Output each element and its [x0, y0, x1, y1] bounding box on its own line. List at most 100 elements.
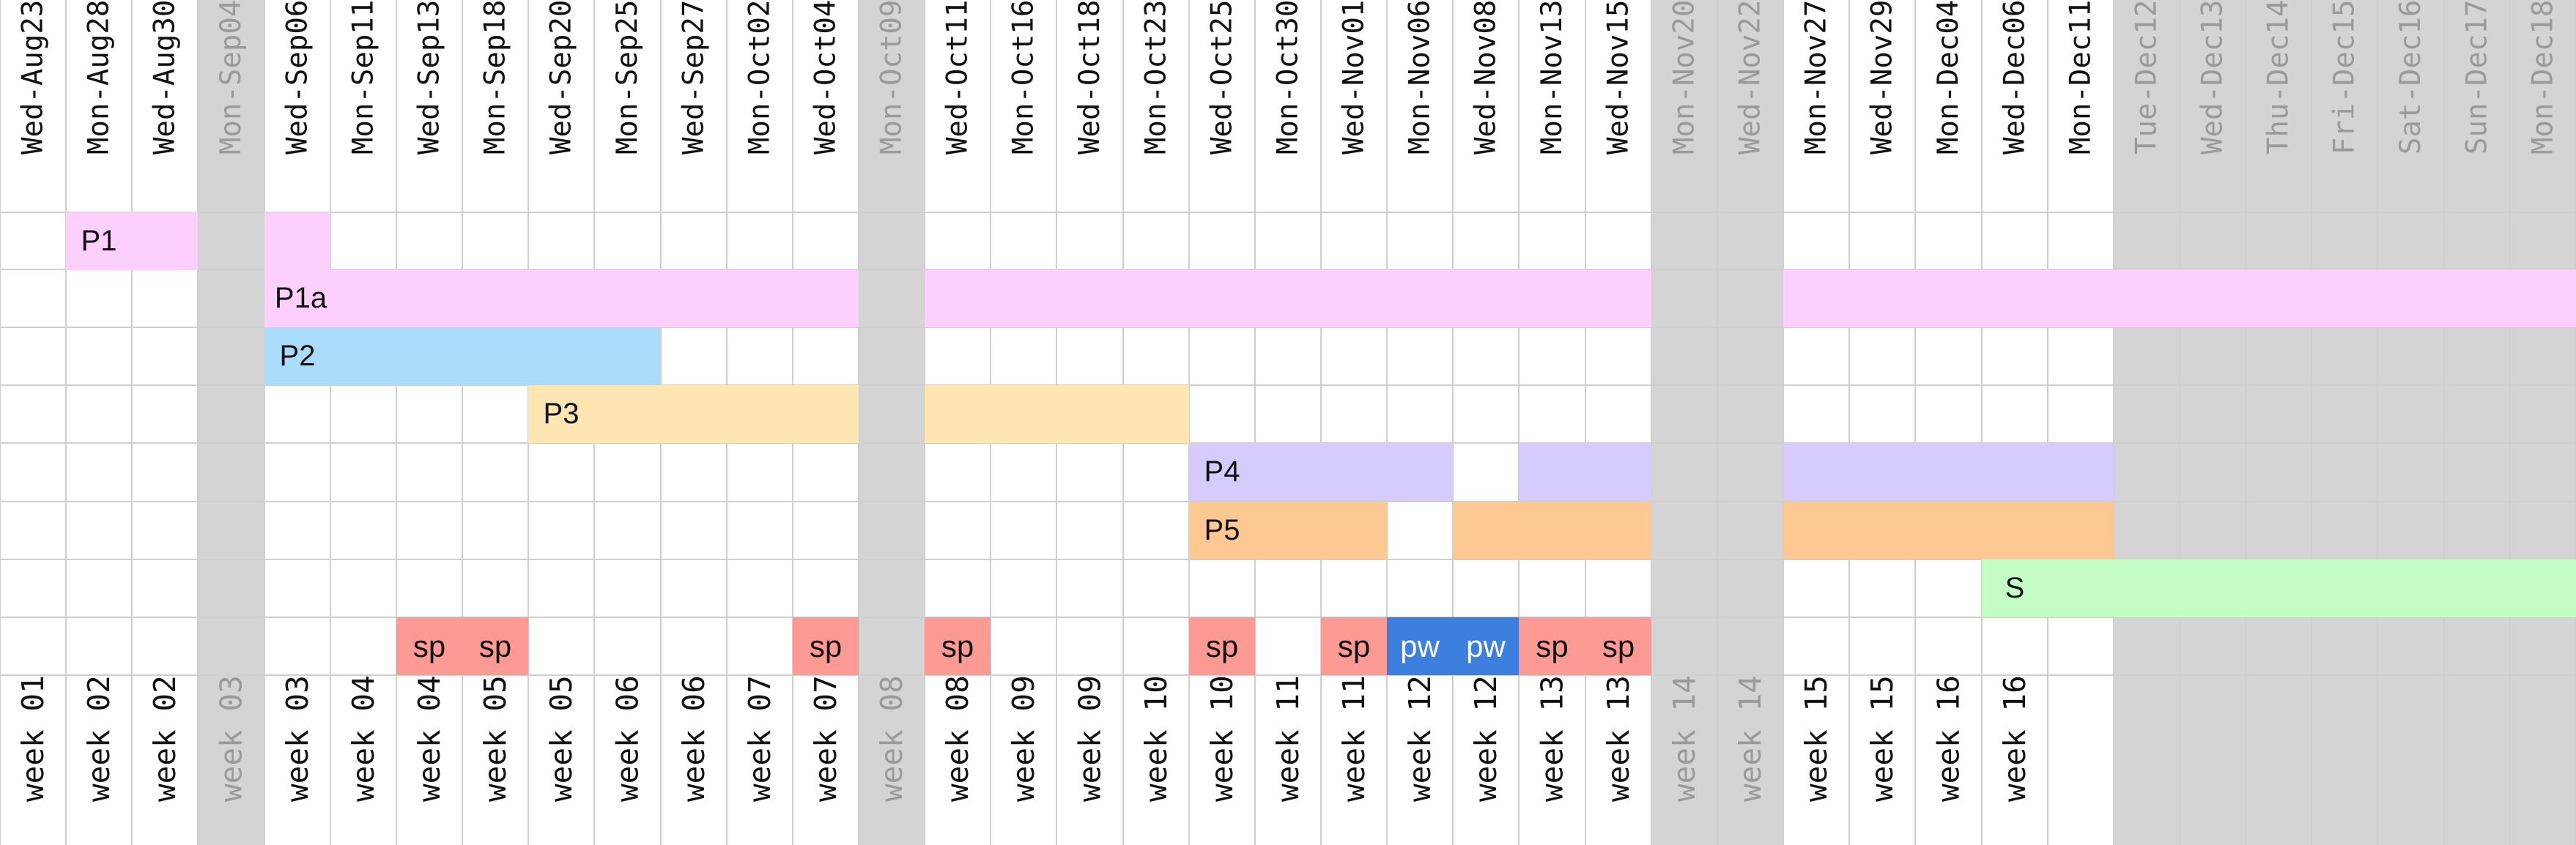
week-label: week 08 [940, 675, 975, 802]
date-header-cell: Wed-Sep20 [544, 0, 578, 155]
task-cell-p5 [1453, 502, 1519, 559]
task-cell-p4 [1915, 443, 1982, 501]
week-label [2048, 675, 2114, 845]
date-header-cell: Tue-Dec12 [2130, 0, 2164, 155]
date-header-cell: Wed-Dec13 [2196, 0, 2229, 155]
week-label: week 12 [1468, 675, 1503, 802]
grid-line-vertical [2311, 0, 2312, 845]
task-cell-p1a [1915, 269, 1982, 327]
grid-line-vertical [1518, 0, 1520, 845]
date-header-cell: Wed-Dec06 [1998, 0, 2032, 155]
date-header-cell: Mon-Sep04 [215, 0, 248, 155]
task-label-p5: P5 [1204, 514, 1240, 546]
task-cell-p4 [1255, 443, 1321, 501]
pw-label: pw [1466, 628, 1506, 663]
task-cell-p4 [1387, 443, 1453, 501]
grid-line-vertical [330, 0, 331, 845]
grid-line-vertical [2113, 0, 2114, 845]
sp-label: sp [1536, 628, 1569, 663]
task-cell-p1a [1123, 269, 1189, 327]
week-label: week 15 [1865, 675, 1900, 802]
off-day-column [198, 0, 264, 845]
week-label: week 05 [544, 675, 579, 802]
week-label: week 16 [1931, 675, 1966, 802]
task-cell-p1a [661, 269, 727, 327]
task-label-p4: P4 [1204, 455, 1240, 488]
off-day-column [2444, 0, 2510, 845]
week-label: week 16 [1997, 675, 2032, 802]
task-cell-p1a [1453, 269, 1519, 327]
sp-cell [1585, 617, 1651, 675]
week-label: week 06 [610, 675, 645, 802]
task-cell-p5 [1982, 502, 2048, 559]
date-header-cell: Wed-Aug23 [16, 0, 50, 155]
task-label-p1a: P1a [274, 282, 327, 314]
grid-line-vertical [131, 0, 133, 845]
sp-label: sp [809, 628, 843, 663]
sp-cell [396, 617, 462, 675]
pw-cell [1453, 617, 1519, 675]
task-cell-p3 [1056, 385, 1123, 443]
grid-line-vertical [2047, 0, 2048, 845]
week-label: week 10 [1204, 675, 1240, 802]
date-header-cell: Fri-Dec15 [2328, 0, 2361, 155]
task-cell-p4 [2048, 443, 2114, 501]
date-header-cell: Mon-Sep11 [347, 0, 380, 155]
task-cell-p1a [2377, 269, 2444, 327]
task-cell-p2 [264, 327, 330, 385]
task-cell-p1 [66, 212, 132, 270]
date-header-cell: Wed-Nov22 [1733, 0, 1767, 155]
grid-line-vertical [2443, 0, 2445, 845]
grid-line-vertical [197, 0, 199, 845]
task-cell-p5 [1255, 502, 1321, 559]
sp-label: sp [412, 628, 446, 663]
task-cell-p1 [132, 212, 198, 270]
week-label: week 01 [15, 675, 51, 802]
task-cell-p1a [2246, 269, 2312, 327]
task-cell-p1a [1585, 269, 1651, 327]
grid-line-vertical [0, 0, 1, 845]
date-header-cell: Wed-Aug30 [148, 0, 182, 155]
grid-line-vertical [264, 0, 265, 845]
date-header-cell: Mon-Oct23 [1139, 0, 1173, 155]
week-label: week 10 [1139, 675, 1174, 802]
week-label: week 07 [808, 675, 843, 802]
week-label: week 07 [742, 675, 777, 802]
week-label: week 02 [81, 675, 116, 802]
week-label: week 14 [1667, 675, 1702, 802]
week-label: week 03 [213, 675, 249, 802]
week-label: week 13 [1534, 675, 1570, 802]
task-cell-p1a [1982, 269, 2048, 327]
date-header-cell: Mon-Oct02 [743, 0, 777, 155]
date-header-cell: Wed-Oct04 [809, 0, 843, 155]
week-label: week 11 [1270, 675, 1306, 802]
date-header-cell: Sat-Dec16 [2394, 0, 2427, 155]
date-header-cell: Wed-Nov15 [1602, 0, 1635, 155]
sp-label: sp [1337, 628, 1371, 663]
grid-line-horizontal [0, 384, 2576, 386]
sp-label: sp [1602, 628, 1635, 663]
week-label: week 04 [346, 675, 381, 802]
task-cell-p2 [528, 327, 594, 385]
task-cell-p1a [594, 269, 661, 327]
sp-cell [1519, 617, 1585, 675]
week-label: week 03 [280, 675, 315, 802]
task-cell-p2 [594, 327, 661, 385]
task-cell-s [2114, 559, 2180, 617]
off-day-column [1717, 0, 1783, 845]
task-cell-p1a [1255, 269, 1321, 327]
task-cell-s [2048, 559, 2114, 617]
date-header-cell: Mon-Dec11 [2064, 0, 2098, 155]
grid-line-vertical [2245, 0, 2246, 845]
date-header-cell: Wed-Oct18 [1073, 0, 1106, 155]
sp-cell [1189, 617, 1255, 675]
grid-line-vertical [858, 0, 859, 845]
task-label-p3: P3 [543, 398, 580, 430]
task-label-p2: P2 [279, 340, 316, 372]
task-cell-p1a [330, 269, 396, 327]
task-cell-p5 [1585, 502, 1651, 559]
date-header-cell: Mon-Sep25 [611, 0, 644, 155]
week-label [2114, 675, 2180, 845]
grid-line-horizontal [0, 559, 2576, 560]
task-cell-p5 [1189, 502, 1255, 559]
